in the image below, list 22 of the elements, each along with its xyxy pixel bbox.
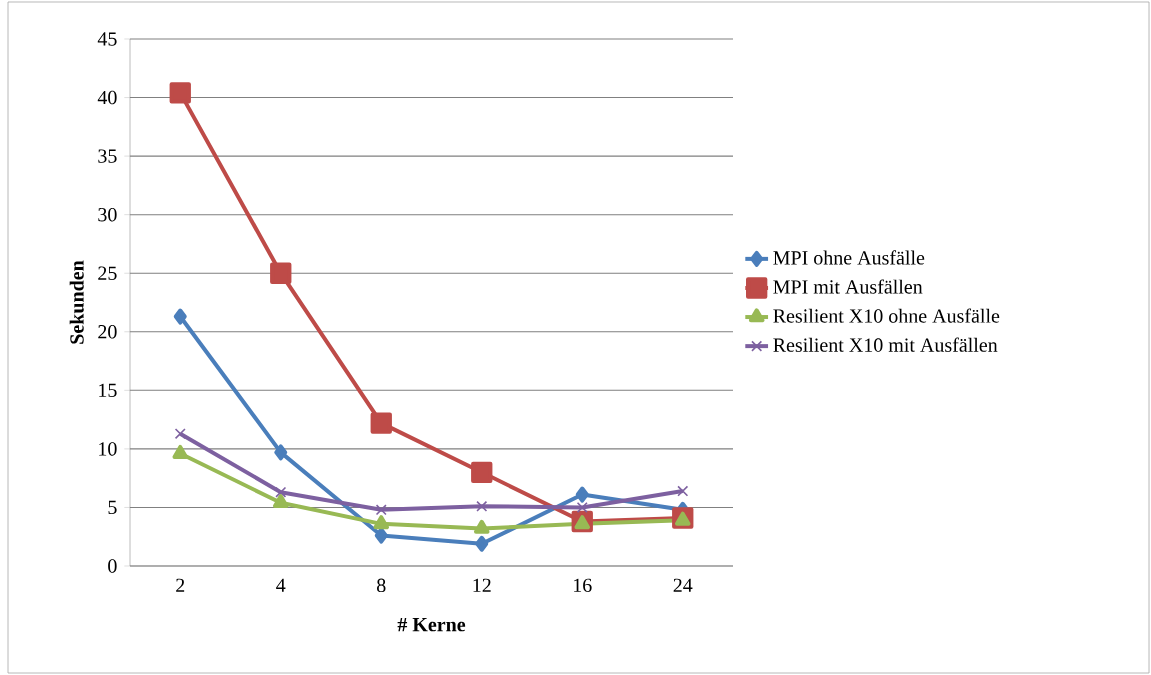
y-tick-label: 35 (98, 149, 117, 163)
x-tick-label: 2 (176, 578, 185, 592)
y-tick-label: 25 (98, 266, 117, 280)
y-tick-label: 0 (108, 559, 117, 573)
legend-label: MPI mit Ausfällen (773, 279, 923, 294)
y-tick-label: 40 (97, 90, 117, 105)
legend-label: Resilient X10 ohne Ausfälle (773, 308, 1000, 323)
y-tick-label: 20 (98, 325, 117, 339)
legend-label: MPI ohne Ausfälle (773, 250, 925, 265)
y-tick-label: 5 (108, 500, 117, 515)
x-axis-title: # Kerne (397, 618, 466, 632)
y-tick-label: 30 (98, 207, 117, 222)
x-tick-label: 12 (473, 578, 491, 592)
y-axis-title: Sekunden (69, 260, 84, 344)
y-tick-label: 45 (97, 32, 117, 46)
y-tick-label: 15 (99, 383, 117, 398)
x-tick-label: 4 (276, 578, 286, 592)
legend-label: Resilient X10 mit Ausfällen (773, 337, 998, 352)
y-tick-label: 10 (99, 442, 117, 456)
x-tick-label: 8 (377, 578, 386, 593)
x-tick-label: 24 (673, 578, 693, 592)
x-tick-label: 16 (574, 578, 592, 593)
